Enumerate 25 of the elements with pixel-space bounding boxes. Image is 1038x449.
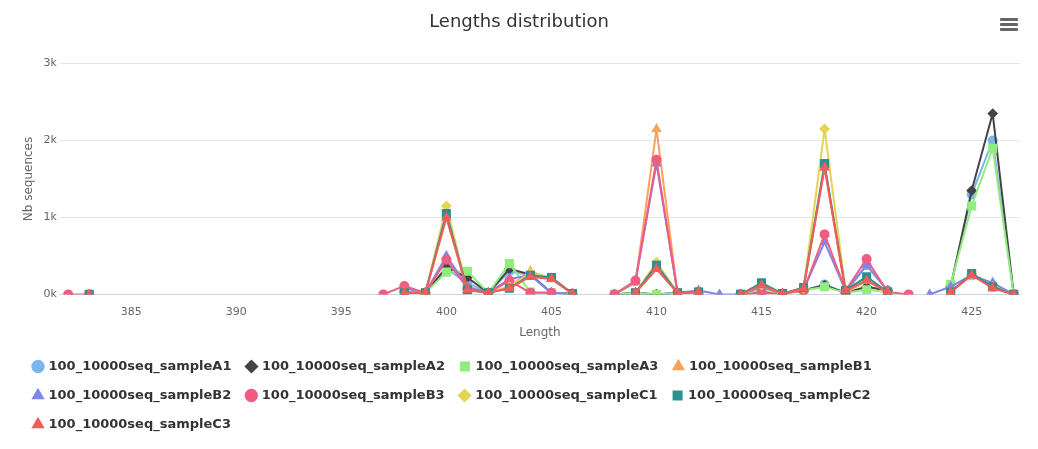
x-tick-label: 395 — [330, 304, 352, 318]
y-axis-title: Nb sequences — [21, 136, 36, 222]
y-tick-label: 2k — [43, 133, 58, 147]
x-tick-label: 400 — [435, 304, 457, 318]
legend-label: 100_10000seq_sampleC1 — [475, 386, 658, 403]
chart-title: Lengths distribution — [429, 10, 609, 32]
x-tick-label: 425 — [961, 304, 983, 318]
legend-label: 100_10000seq_sampleA3 — [475, 357, 659, 374]
legend-label: 100_10000seq_sampleB2 — [48, 386, 232, 403]
x-tick-label: 390 — [225, 304, 247, 318]
legend-label: 100_10000seq_sampleB3 — [261, 386, 445, 403]
y-tick-label: 1k — [43, 210, 58, 224]
legend-label: 100_10000seq_sampleC3 — [48, 415, 231, 432]
x-tick-label: 420 — [856, 304, 878, 318]
x-tick-label: 410 — [646, 304, 667, 318]
legend-label: 100_10000seq_sampleB1 — [688, 357, 872, 374]
x-tick-label: 405 — [540, 304, 562, 318]
legend-label: 100_10000seq_sampleA1 — [48, 357, 232, 374]
y-tick-label: 3k — [43, 56, 58, 70]
x-tick-label: 385 — [120, 304, 142, 318]
y-tick-label: 0k — [43, 287, 58, 301]
x-tick-label: 415 — [751, 304, 773, 318]
legend-label: 100_10000seq_sampleA2 — [261, 357, 445, 374]
legend-label: 100_10000seq_sampleC2 — [688, 386, 871, 403]
x-axis-title: Length — [519, 324, 561, 339]
